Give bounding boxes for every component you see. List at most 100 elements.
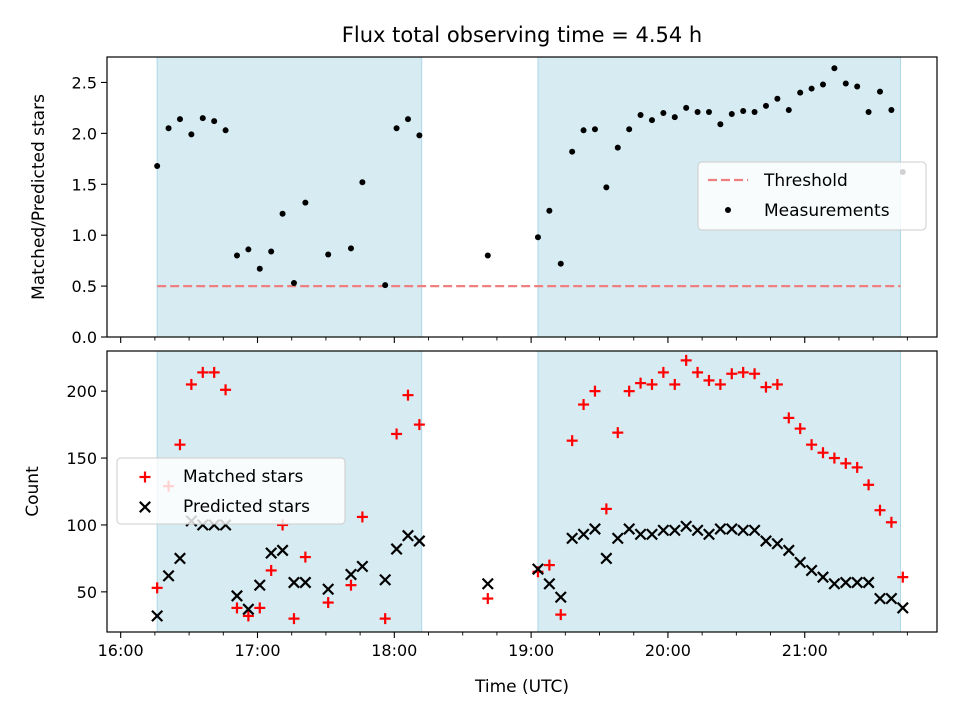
x-marker-b [703, 528, 715, 541]
matched-star-point [345, 579, 357, 591]
measurement-point [785, 106, 792, 113]
x-marker-b [805, 564, 818, 577]
y-tick-label: 1.0 [72, 226, 97, 245]
x-marker-b [748, 524, 761, 537]
chart-title: Flux total observing time = 4.54 h [342, 23, 702, 47]
predicted-star-point [230, 589, 243, 602]
matched-star-point [555, 609, 567, 621]
predicted-star-point [885, 592, 898, 605]
y-tick-label: 100 [66, 516, 97, 535]
matched-star-point [265, 564, 277, 576]
measurement-point [705, 108, 712, 115]
matched-star-point [254, 602, 266, 614]
measurement-point [279, 210, 286, 217]
y-tick-label: 50 [77, 583, 97, 602]
x-tick-label: 20:00 [645, 641, 691, 660]
measurement-point [534, 234, 541, 241]
x-marker-b [623, 522, 636, 535]
x-marker-b [345, 568, 357, 581]
measurement-point [774, 95, 781, 102]
x-marker-b [851, 576, 864, 589]
x-tick-label: 16:00 [98, 641, 144, 660]
measurement-point [245, 246, 252, 253]
matched-star-point [771, 378, 783, 390]
matched-star-point [151, 582, 163, 594]
y-tick-label: 150 [66, 449, 97, 468]
matched-star-point [322, 597, 334, 609]
predicted-star-point [413, 535, 426, 547]
predicted-star-point [874, 592, 886, 605]
x-marker-b [896, 601, 909, 614]
matched-star-point [885, 516, 897, 528]
matched-star-point [680, 354, 692, 366]
matched-star-point [760, 381, 772, 393]
measurement-point [404, 116, 411, 123]
x-marker-b [276, 544, 289, 557]
x-marker-b [794, 556, 807, 569]
x-tick-label: 19:00 [508, 641, 554, 660]
matched-star-point [840, 457, 852, 469]
matched-star-point [874, 504, 886, 516]
x-marker-b [543, 577, 556, 590]
legend-predicted-swatch [139, 501, 151, 513]
x-marker-b [173, 552, 186, 565]
matched-star-point [600, 503, 612, 515]
measurement-point [648, 117, 655, 124]
x-marker-b [668, 524, 681, 537]
x-marker-b [657, 524, 670, 537]
predicted-star-point [356, 560, 369, 573]
measurement-point [831, 65, 838, 72]
matched-star-point [566, 435, 578, 447]
measurement-point [740, 107, 747, 114]
measurement-point [557, 260, 564, 267]
predicted-star-point [623, 522, 636, 535]
x-marker-b [817, 571, 829, 584]
measurement-point [569, 148, 576, 155]
predicted-star-point [390, 543, 403, 556]
measurement-point [325, 251, 332, 258]
x-marker-b [885, 592, 898, 605]
measurement-point [199, 115, 206, 122]
x-tick-label: 17:00 [234, 641, 280, 660]
predicted-star-point [481, 577, 494, 590]
x-marker-b [839, 576, 852, 589]
x-marker-b [299, 576, 312, 589]
predicted-star-point [611, 532, 624, 545]
predicted-star-point [668, 524, 681, 537]
predicted-star-point [588, 522, 601, 535]
x-marker-b [725, 522, 738, 535]
matched-star-point [208, 366, 220, 378]
x-marker-b [413, 535, 426, 547]
x-marker-b [151, 609, 164, 622]
predicted-star-point [288, 576, 300, 589]
predicted-star-point [531, 563, 544, 576]
matched-star-point [851, 461, 863, 473]
measurement-point [580, 127, 587, 134]
legend-box [697, 161, 927, 231]
x-marker-b [771, 537, 784, 550]
matched-star-point [703, 374, 715, 386]
x-marker-b [379, 573, 392, 586]
measurement-point [683, 104, 690, 111]
x-marker-b [288, 576, 300, 589]
x-marker-b [828, 577, 841, 590]
predicted-star-point [657, 524, 670, 537]
measurement-point [416, 132, 423, 139]
measurement-point [211, 118, 218, 125]
x-marker-b [691, 524, 704, 537]
measurement-point [751, 108, 758, 115]
measurement-point [154, 162, 161, 169]
predicted-star-point [817, 571, 829, 584]
predicted-star-point [242, 603, 255, 616]
x-marker-b [402, 529, 414, 542]
x-marker-b [645, 528, 658, 541]
measurement-point [176, 116, 183, 123]
measurement-point [290, 280, 297, 287]
measurement-point [347, 245, 354, 252]
predicted-star-point [896, 601, 909, 614]
x-axis-label: Time (UTC) [474, 677, 569, 697]
predicted-star-point [680, 520, 693, 533]
predicted-star-point [737, 524, 750, 537]
predicted-star-point [162, 569, 175, 582]
measurement-point [842, 80, 849, 87]
